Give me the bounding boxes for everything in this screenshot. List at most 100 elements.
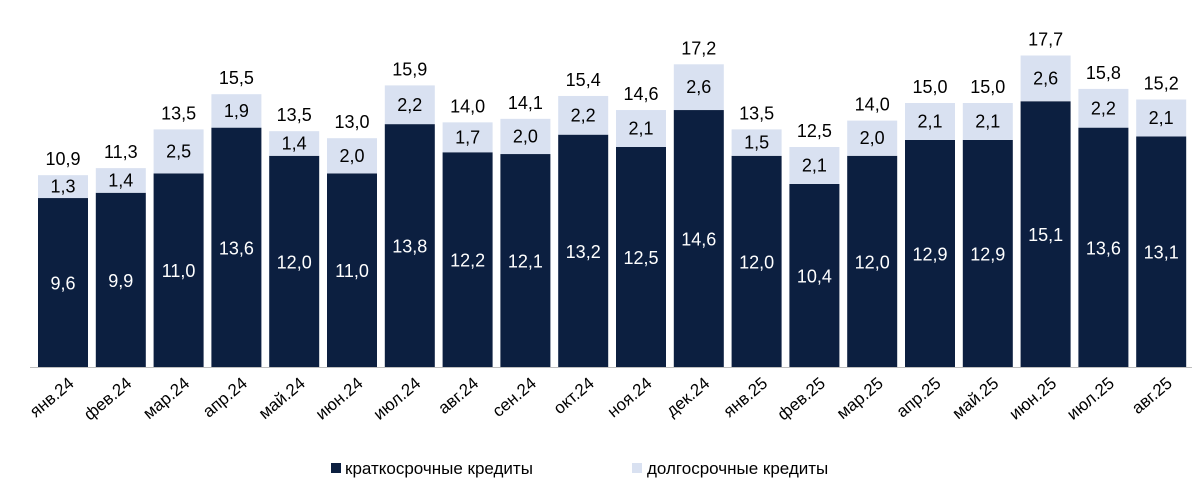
x-tick-label: янв.24 xyxy=(26,374,77,422)
data-label-total: 14,6 xyxy=(623,84,658,104)
x-tick-label: окт.24 xyxy=(550,374,598,419)
bar-long-term xyxy=(1020,55,1071,102)
data-label-long-term: 2,6 xyxy=(1033,68,1058,88)
data-label-total: 17,7 xyxy=(1028,29,1063,49)
legend-label-short-term: краткосрочные кредиты xyxy=(345,459,533,478)
data-label-short-term: 10,4 xyxy=(797,266,832,286)
data-label-total: 15,2 xyxy=(1144,73,1179,93)
data-label-short-term: 13,1 xyxy=(1144,243,1179,263)
data-label-total: 13,0 xyxy=(334,112,369,132)
bar-short-term xyxy=(211,127,262,367)
bar-short-term xyxy=(1020,101,1071,368)
data-label-short-term: 13,6 xyxy=(1086,238,1121,258)
bar-long-term xyxy=(1078,88,1129,128)
data-label-short-term: 12,2 xyxy=(450,251,485,271)
x-tick-label: янв.25 xyxy=(720,374,771,422)
bar-short-term xyxy=(38,198,88,367)
bar-long-term xyxy=(847,120,898,156)
data-label-short-term: 9,6 xyxy=(50,274,75,294)
bar-short-term xyxy=(616,147,666,367)
data-label-short-term: 12,1 xyxy=(508,252,543,272)
bar-long-term xyxy=(38,175,88,199)
data-label-long-term: 2,2 xyxy=(571,105,596,125)
legend-swatch-long-term xyxy=(632,463,642,473)
data-label-short-term: 13,8 xyxy=(392,237,427,257)
data-label-long-term: 1,5 xyxy=(744,133,769,153)
x-tick-label: июн.24 xyxy=(312,374,367,424)
data-label-total: 13,5 xyxy=(739,103,774,123)
x-tick-label: май.24 xyxy=(255,374,309,423)
data-label-long-term: 1,7 xyxy=(455,127,480,147)
bar-short-term xyxy=(558,134,609,367)
bar-short-term xyxy=(789,183,840,367)
data-label-total: 13,5 xyxy=(161,103,196,123)
bar-long-term xyxy=(384,85,435,125)
data-label-short-term: 11,0 xyxy=(335,261,369,281)
bar-long-term xyxy=(211,94,262,128)
bar-short-term xyxy=(1078,127,1129,367)
x-tick-label: авг.25 xyxy=(1128,374,1176,418)
bar-short-term xyxy=(847,155,898,367)
data-label-long-term: 1,9 xyxy=(224,101,249,121)
bar-long-term xyxy=(731,129,782,156)
bar-long-term xyxy=(1136,99,1187,137)
data-label-long-term: 2,1 xyxy=(975,111,1000,131)
data-label-short-term: 13,2 xyxy=(566,242,601,262)
data-label-long-term: 2,0 xyxy=(339,146,364,166)
legend: краткосрочные кредиты долгосрочные кредит… xyxy=(331,459,828,478)
x-tick-label: июн.25 xyxy=(1006,374,1061,424)
x-tick-label: мар.24 xyxy=(139,374,193,423)
data-label-total: 14,1 xyxy=(508,93,543,113)
x-tick-label: мар.25 xyxy=(833,374,887,423)
x-tick-label: авг.24 xyxy=(435,374,483,418)
bar-long-term xyxy=(616,110,666,147)
legend-label-long-term: долгосрочные кредиты xyxy=(647,459,828,478)
bar-long-term xyxy=(673,64,724,111)
x-tick-label: июл.25 xyxy=(1063,374,1118,424)
x-tick-label: апр.24 xyxy=(199,374,251,422)
bar-short-term xyxy=(1136,136,1187,367)
data-label-total: 15,8 xyxy=(1086,63,1121,83)
bar-long-term xyxy=(905,103,955,140)
data-label-total: 15,9 xyxy=(392,59,427,79)
bar-long-term xyxy=(269,131,320,156)
data-label-long-term: 2,5 xyxy=(166,141,191,161)
x-tick-label: июл.24 xyxy=(370,374,425,424)
bar-short-term xyxy=(673,110,724,367)
bar-long-term xyxy=(95,168,146,193)
x-tick-label: дек.24 xyxy=(663,374,714,421)
data-label-total: 15,0 xyxy=(970,77,1005,97)
bar-short-term xyxy=(95,192,146,367)
bar-long-term xyxy=(153,129,204,174)
data-label-short-term: 12,0 xyxy=(277,252,312,272)
bar-short-term xyxy=(327,173,377,367)
data-label-short-term: 12,5 xyxy=(623,248,658,268)
x-tick-label: ноя.24 xyxy=(604,374,656,422)
data-label-long-term: 2,1 xyxy=(1149,108,1174,128)
data-label-short-term: 12,9 xyxy=(912,244,947,264)
data-label-long-term: 2,1 xyxy=(802,155,827,175)
data-label-long-term: 2,1 xyxy=(628,119,653,139)
data-label-total: 12,5 xyxy=(797,121,832,141)
bar-short-term xyxy=(153,173,204,367)
bar-short-term xyxy=(384,124,435,368)
bar-short-term xyxy=(442,152,493,367)
bar-long-term xyxy=(558,95,609,135)
bar-long-term xyxy=(789,147,840,184)
data-label-short-term: 11,0 xyxy=(162,261,196,281)
bar-long-term xyxy=(327,138,377,174)
data-label-short-term: 14,6 xyxy=(681,230,716,250)
data-label-long-term: 2,2 xyxy=(1091,98,1116,118)
bar-long-term xyxy=(962,103,1013,140)
bar-short-term xyxy=(731,155,782,367)
data-label-long-term: 1,3 xyxy=(50,177,75,197)
data-label-total: 17,2 xyxy=(681,38,716,58)
x-tick-label: апр.25 xyxy=(893,374,945,422)
data-label-short-term: 9,9 xyxy=(108,271,133,291)
data-label-long-term: 1,4 xyxy=(108,170,133,190)
data-label-long-term: 2,0 xyxy=(513,126,538,146)
bar-long-term xyxy=(500,118,551,155)
data-label-total: 14,0 xyxy=(855,95,890,115)
x-tick-label: сен.24 xyxy=(489,374,540,421)
